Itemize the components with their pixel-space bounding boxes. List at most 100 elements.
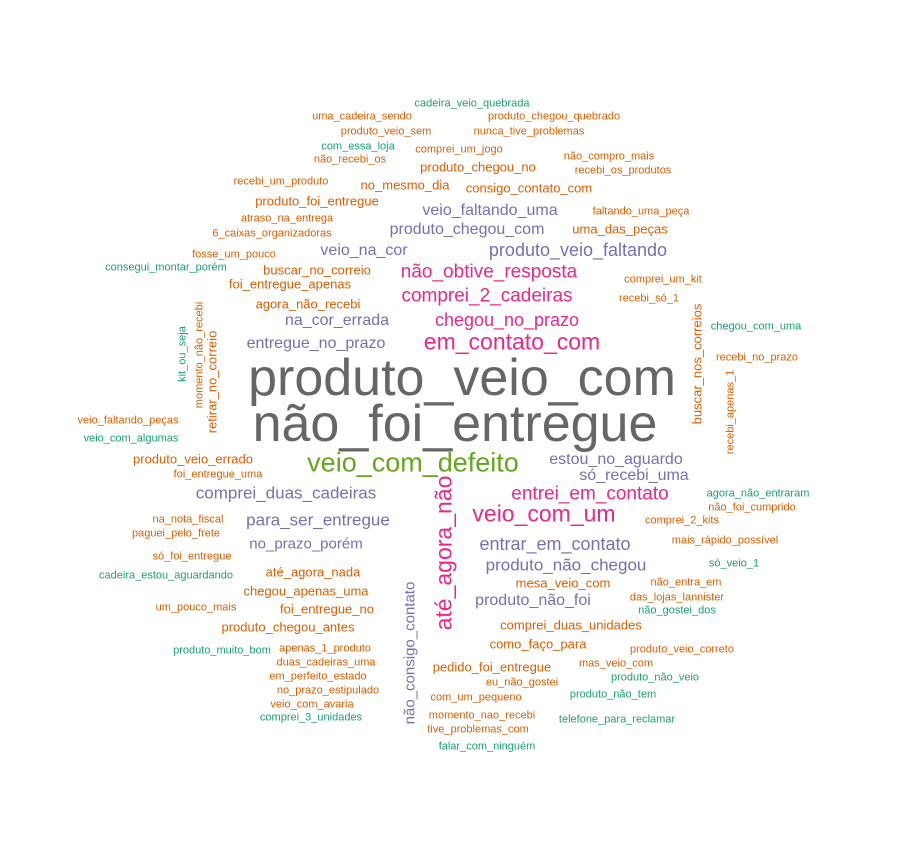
word-52: kit_ou_seja xyxy=(176,326,189,382)
word-72: mesa_veio_com xyxy=(515,575,611,591)
word-80: comprei_duas_unidades xyxy=(500,617,642,633)
word-46: buscar_no_correio xyxy=(263,262,371,278)
word-23: produto_não_foi xyxy=(475,592,591,609)
word-34: não_compro_mais xyxy=(563,150,655,163)
word-94: veio_com_avaria xyxy=(270,698,354,711)
word-32: não_recebi_os xyxy=(313,153,387,166)
word-51: chegou_com_uma xyxy=(710,320,802,333)
word-84: produto_veio_correto xyxy=(630,643,734,656)
word-77: foi_entregue_no xyxy=(280,601,374,617)
word-2: veio_com_defeito xyxy=(307,447,519,478)
word-39: produto_foi_entregue xyxy=(255,193,379,209)
word-74: chegou_apenas_uma xyxy=(243,583,369,599)
word-31: comprei_um_jogo xyxy=(415,143,503,156)
word-13: veio_na_cor xyxy=(320,242,408,259)
word-38: consigo_contato_com xyxy=(465,180,593,196)
word-60: produto_veio_errado xyxy=(133,451,253,467)
word-86: pedido_foi_entregue xyxy=(432,659,552,675)
word-55: buscar_nos_correios xyxy=(689,303,705,425)
word-76: um_pouco_mais xyxy=(155,601,237,614)
word-26: uma_cadeira_sendo xyxy=(312,110,412,123)
word-40: faltando_uma_peça xyxy=(592,205,690,218)
word-79: produto_chegou_antes xyxy=(221,619,355,635)
word-56: recebi_no_prazo xyxy=(716,351,798,364)
word-63: não_foi_cumprido xyxy=(708,501,796,514)
word-95: comprei_3_unidades xyxy=(259,711,363,724)
word-73: não_entra_em xyxy=(650,576,722,589)
word-12: produto_chegou_com xyxy=(389,221,545,238)
word-16: comprei_duas_cadeiras xyxy=(195,483,377,503)
word-67: mais_rápido_possível xyxy=(671,534,779,547)
word-59: veio_com_algumas xyxy=(83,432,179,445)
word-3: em_contato_com xyxy=(423,328,601,355)
word-71: cadeira_estou_aguardando xyxy=(99,569,233,582)
word-8: chegou_no_prazo xyxy=(434,310,580,330)
word-43: 6_caixas_organizadoras xyxy=(212,227,332,240)
word-89: eu_não_gostei xyxy=(485,676,559,689)
word-81: como_faço_para xyxy=(489,636,587,652)
word-61: foi_entregue_uma xyxy=(173,468,263,481)
word-48: foi_entregue_apenas xyxy=(228,276,352,292)
word-97: telefone_para_reclamar xyxy=(558,713,676,726)
word-10: produto_veio_faltando xyxy=(488,240,668,260)
word-5: veio_com_um xyxy=(472,500,616,527)
word-98: tive_problemas_com xyxy=(427,723,529,736)
word-1: não_foi_entregue xyxy=(252,395,658,453)
word-25: cadeira_veio_quebrada xyxy=(414,97,530,110)
word-17: para_ser_entregue xyxy=(246,510,390,530)
word-30: com_essa_loja xyxy=(321,140,395,153)
word-21: entrar_em_contato xyxy=(479,534,631,554)
word-96: momento_nao_recebi xyxy=(428,709,536,722)
word-28: produto_veio_sem xyxy=(340,125,432,138)
word-87: mas_veio_com xyxy=(579,657,653,670)
word-85: duas_cadeiras_uma xyxy=(276,656,376,669)
word-57: recebi_apenas_1 xyxy=(724,369,737,455)
word-47: comprei_um_kit xyxy=(624,273,702,286)
word-14: na_cor_errada xyxy=(284,312,390,329)
word-93: produto_não_tem xyxy=(569,688,657,701)
word-64: na_nota_fiscal xyxy=(152,513,224,526)
word-7: comprei_2_cadeiras xyxy=(401,285,573,307)
word-29: nunca_tive_problemas xyxy=(473,125,585,138)
word-99: falar_com_ninguém xyxy=(438,740,536,753)
word-68: só_foi_entregue xyxy=(152,550,232,563)
word-65: comprei_2_kits xyxy=(645,514,719,527)
word-83: apenas_1_produto xyxy=(279,642,371,655)
word-54: retirar_no_correio xyxy=(204,330,220,434)
word-78: não_gostei_dos xyxy=(638,604,716,617)
word-45: consegui_montar_porém xyxy=(105,261,227,274)
word-6: não_obtive_resposta xyxy=(400,261,578,283)
word-75: das_lojas_lannister xyxy=(629,591,725,604)
word-20: só_recebi_uma xyxy=(579,467,689,484)
word-66: paguei_pelo_frete xyxy=(131,527,221,540)
word-37: no_mesmo_dia xyxy=(360,177,450,193)
word-35: recebi_os_produtos xyxy=(574,164,672,177)
word-49: recebi_só_1 xyxy=(619,292,679,305)
word-18: no_prazo_porém xyxy=(249,535,363,553)
word-33: produto_chegou_no xyxy=(420,159,536,175)
word-9: entrei_em_contato xyxy=(511,483,669,505)
word-70: até_agora_nada xyxy=(265,564,361,580)
word-44: fosse_um_pouco xyxy=(192,248,276,261)
word-0: produto_veio_com xyxy=(248,349,676,407)
word-58: veio_faltando_peças xyxy=(77,414,179,427)
word-42: uma_das_peças xyxy=(572,221,668,237)
word-69: só_veio_1 xyxy=(708,557,760,570)
word-22: produto_não_chegou xyxy=(485,555,647,575)
word-88: em_perfeito_estado xyxy=(269,670,367,683)
word-91: no_prazo_estipulado xyxy=(276,684,380,697)
word-62: agora_não_entraram xyxy=(706,487,810,500)
word-11: veio_faltando_uma xyxy=(422,202,558,219)
word-36: recebi_um_produto xyxy=(233,175,329,188)
word-24: não_consigo_contato xyxy=(401,581,419,725)
word-4: até_agora_não xyxy=(430,475,457,631)
word-19: estou_no_aguardo xyxy=(549,451,683,468)
word-92: com_um_pequeno xyxy=(430,691,522,704)
word-50: agora_não_recebi xyxy=(255,296,361,312)
word-82: produto_muito_bom xyxy=(173,644,271,657)
word-27: produto_chegou_quebrado xyxy=(487,110,621,123)
word-41: atraso_na_entrega xyxy=(240,212,334,225)
word-15: entregue_no_prazo xyxy=(246,335,386,352)
word-90: produto_não_veio xyxy=(610,671,700,684)
